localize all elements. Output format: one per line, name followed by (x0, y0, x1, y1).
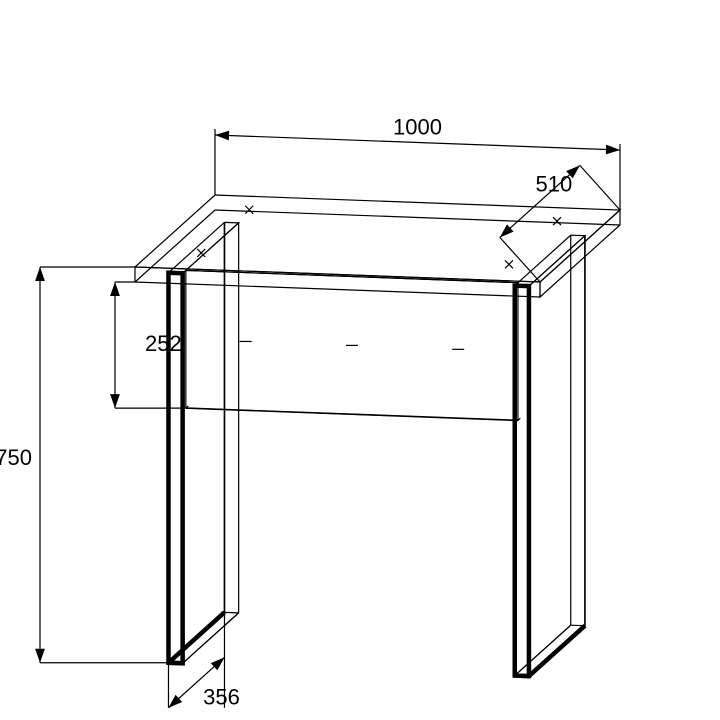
dim-depth: 510 (536, 171, 573, 196)
dim-height: 750 (0, 445, 32, 470)
dim-legdepth: 356 (203, 685, 240, 710)
dim-apron: 252 (145, 331, 182, 356)
dim-width: 1000 (393, 115, 442, 140)
